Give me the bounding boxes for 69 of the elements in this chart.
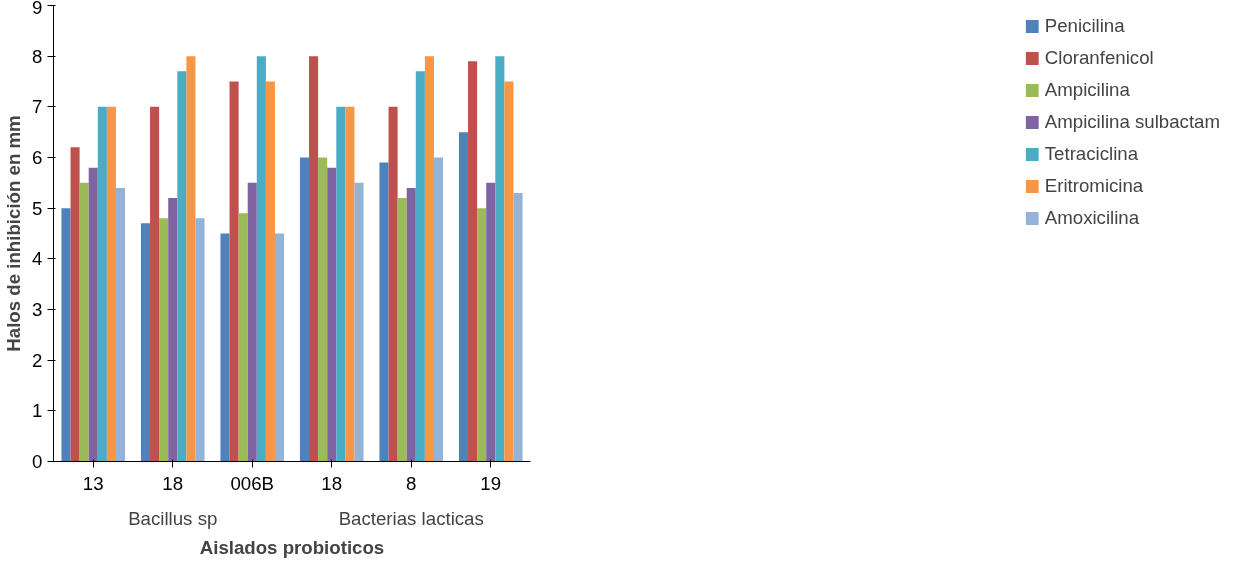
y-tick-label: 9	[32, 0, 43, 18]
bar	[406, 187, 416, 462]
bar	[495, 56, 505, 462]
bar	[354, 182, 364, 462]
bar	[265, 81, 275, 462]
bar	[299, 157, 310, 462]
x-tick-label: 18	[162, 472, 184, 494]
legend-label: Cloranfenicol	[1044, 47, 1154, 69]
bar	[318, 157, 328, 462]
y-tick-label: 6	[32, 147, 43, 168]
legend-label: Amoxicilina	[1044, 207, 1140, 229]
legend-label: Eritromicina	[1044, 175, 1144, 197]
y-tick-label: 1	[32, 400, 43, 422]
y-tick-label: 4	[32, 248, 43, 270]
bar	[159, 218, 169, 462]
bar	[115, 187, 126, 462]
bar	[486, 182, 496, 462]
x-axis-title: Aislados probioticos	[199, 536, 385, 558]
bar	[458, 132, 469, 462]
bar	[433, 157, 444, 462]
bar	[195, 218, 205, 462]
bar	[79, 182, 89, 462]
text: Bacterias lacticas	[338, 507, 484, 529]
bar	[61, 208, 71, 462]
bar	[106, 106, 116, 462]
bar	[309, 56, 319, 462]
bar	[97, 106, 107, 462]
bar	[229, 81, 239, 462]
y-axis-title: Halos de inhibición en mm	[3, 115, 25, 352]
bar	[415, 71, 425, 462]
bar	[256, 56, 266, 462]
legend-label: Ampicilina sulbactam	[1044, 111, 1220, 133]
y-tick-label: 7	[32, 96, 43, 118]
x-tick-label: 18	[321, 472, 343, 494]
bar	[88, 167, 98, 462]
bar	[327, 167, 337, 462]
bar	[168, 198, 178, 462]
bar	[220, 233, 230, 462]
bar	[150, 106, 160, 462]
text: Bacillus sp	[128, 507, 218, 529]
y-tick-label: 3	[32, 299, 43, 320]
bar	[477, 208, 487, 462]
bar	[397, 198, 407, 462]
bar	[513, 192, 523, 462]
bar	[238, 213, 248, 462]
bar	[388, 106, 398, 462]
bar	[336, 106, 346, 462]
legend-label: Penicilina	[1044, 15, 1125, 37]
legend-label: Ampicilina	[1044, 79, 1130, 101]
bar	[177, 71, 187, 462]
bar	[379, 162, 389, 462]
bar	[345, 106, 355, 462]
y-tick-label: 2	[32, 349, 43, 371]
y-tick-label: 5	[32, 197, 43, 219]
bar	[186, 56, 196, 462]
legend-label: Tetraciclina	[1044, 143, 1139, 165]
bar	[247, 182, 257, 462]
x-tick-label: 19	[480, 472, 502, 494]
x-tick-label: 006B	[230, 472, 275, 494]
y-tick-label: 8	[32, 45, 43, 67]
bar	[504, 81, 514, 462]
bar	[140, 223, 151, 462]
x-tick-label: 8	[406, 472, 417, 494]
bar	[468, 61, 478, 462]
x-tick-label: 13	[82, 472, 104, 494]
bar	[70, 147, 80, 462]
bar	[274, 233, 285, 462]
bar	[424, 56, 434, 462]
y-tick-label: 0	[32, 451, 43, 472]
